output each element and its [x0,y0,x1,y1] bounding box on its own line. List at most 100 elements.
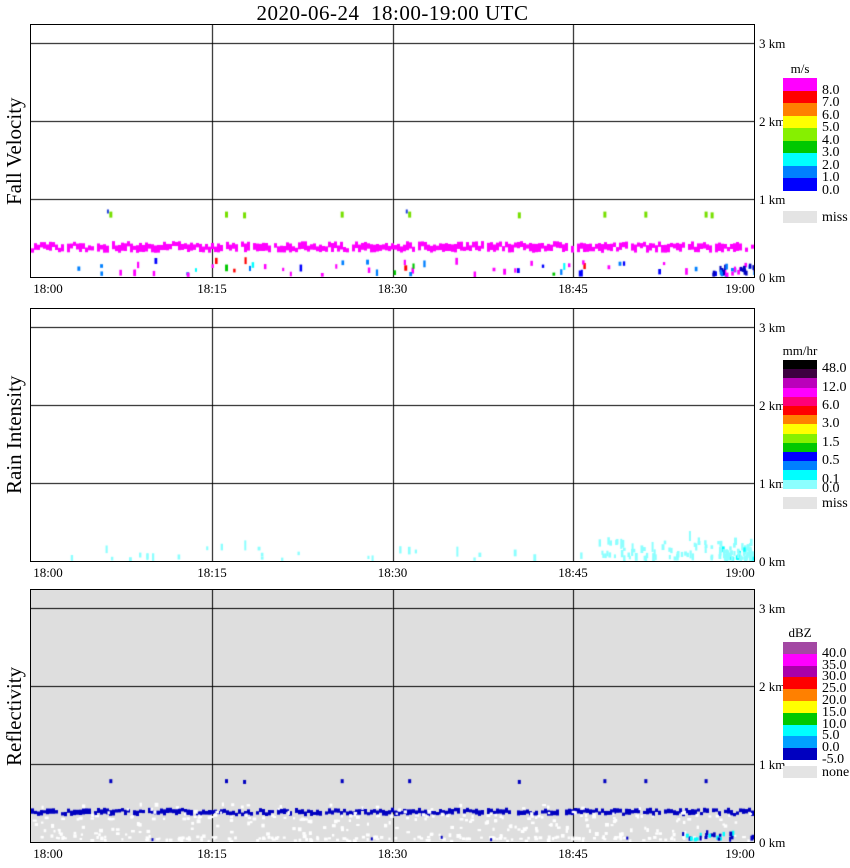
legend-color-band [783,653,817,666]
legend-color-band [783,461,817,471]
km-tick-label: 0 km [759,554,786,569]
km-tick-label: 1 km [759,192,786,207]
legend-color-band [783,387,817,397]
legend-value-label: 10.0 [822,716,847,732]
legend-value-label: 0.5 [822,453,840,469]
legend-value-label: 0.0 [822,740,840,756]
km-tick-label: 3 km [759,601,786,616]
y-axis-label-reflectivity: Reflectivity [2,666,26,766]
x-tick-label: 18:15 [197,565,227,580]
legend-color-band [783,406,817,416]
x-tick-label: 18:45 [558,565,588,580]
legend-color-band [783,424,817,434]
legend-color-band [783,103,817,116]
x-axis-ticks-reflectivity: 18:00 18:15 18:30 18:45 19:00 [30,846,755,862]
plot-canvas-fall-velocity [31,25,754,277]
plot-canvas-reflectivity [31,590,754,842]
legend-value-label: 0.0 [822,480,840,496]
legend-missing-label: none [822,765,850,780]
legend-value-label: 30.0 [822,669,847,685]
legend-color-band [783,115,817,129]
legend-value-label: 6.0 [822,107,840,123]
legend-value-label: 0.1 [822,471,840,487]
plot-rain-intensity [30,308,755,562]
legend-color-band [783,415,817,425]
legend-missing-band [783,496,817,509]
legend-color-band [783,689,817,701]
legend-color-band [783,369,817,379]
legend-color-band [783,701,817,713]
y-axis-label-fall-velocity: Fall Velocity [2,97,26,205]
legend-unit-title: m/s [790,61,810,76]
x-tick-label: 19:00 [725,281,755,296]
legend-color-band [783,433,817,443]
legend-color-band [783,396,817,406]
km-tick-label: 0 km [759,270,786,285]
legend-value-label: 6.0 [822,398,840,413]
x-tick-label: 18:00 [33,281,63,296]
x-tick-label: 19:00 [725,846,755,861]
x-tick-label: 19:00 [725,565,755,580]
legend-value-label: 2.0 [822,157,840,173]
km-tick-label: 3 km [759,320,786,335]
legend-missing-label: miss [822,209,848,225]
chart-title: 2020-06-24 18:00-19:00 UTC [256,1,529,25]
legend-color-band [783,360,817,370]
legend-color-band [783,178,817,191]
legend-value-label: 25.0 [822,681,847,697]
legend-color-band [783,665,817,678]
legend-color-band [783,378,817,388]
legend-value-label: 5.0 [822,120,840,136]
legend-value-label: 1.0 [822,170,840,186]
y-axis-label-rain-intensity: Rain Intensity [2,375,26,495]
x-tick-label: 18:30 [377,846,408,861]
legend-unit-title: dBZ [788,625,812,640]
legend-color-band [783,78,817,91]
x-tick-label: 18:30 [377,565,408,580]
x-tick-label: 18:15 [197,281,227,296]
legend-color-band [783,452,817,462]
km-tick-label: 3 km [759,36,786,51]
km-tick-label: 2 km [759,679,786,694]
legend-value-label: 15.0 [822,704,847,720]
legend-missing-label: miss [822,495,848,511]
legend-color-band [783,712,817,725]
km-tick-label: 1 km [759,476,786,491]
legend-color-band [783,470,817,480]
legend-color-band [783,153,817,166]
legend-value-label: 40.0 [822,645,847,661]
x-tick-label: 18:45 [558,846,588,861]
km-tick-label: 2 km [759,114,786,129]
legend-value-label: -5.0 [822,752,845,767]
km-tick-label: 0 km [759,835,786,850]
plot-canvas-rain-intensity [31,309,754,561]
x-tick-label: 18:00 [33,565,63,580]
legend-color-band [783,736,817,749]
legend-value-label: 7.0 [822,95,840,111]
legend-value-label: 8.0 [822,82,840,98]
legend-missing-band [783,766,817,778]
x-axis-ticks-fall-velocity: 18:00 18:15 18:30 18:45 19:00 [30,281,755,297]
legend-value-label: 4.0 [822,132,840,148]
legend-color-band [783,165,817,179]
plot-fall-velocity [30,24,755,278]
x-tick-label: 18:45 [558,281,588,296]
km-tick-label: 2 km [759,398,786,413]
legend-value-label: 48.0 [822,361,847,377]
legend-value-label: 1.5 [822,434,840,450]
legend-value-label: 35.0 [822,657,847,673]
legend-color-band [783,128,817,141]
x-tick-label: 18:30 [377,281,408,296]
legend-color-band [783,479,817,489]
plot-reflectivity [30,589,755,843]
legend-color-band [783,140,817,154]
legend-value-label: 5.0 [822,728,840,744]
x-axis-ticks-rain-intensity: 18:00 18:15 18:30 18:45 19:00 [30,565,755,581]
x-tick-label: 18:15 [197,846,227,861]
legend-missing-band [783,210,817,223]
legend-color-band [783,90,817,104]
legend-unit-title: mm/hr [782,343,818,358]
km-tick-label: 1 km [759,757,786,772]
legend-color-band [783,642,817,654]
